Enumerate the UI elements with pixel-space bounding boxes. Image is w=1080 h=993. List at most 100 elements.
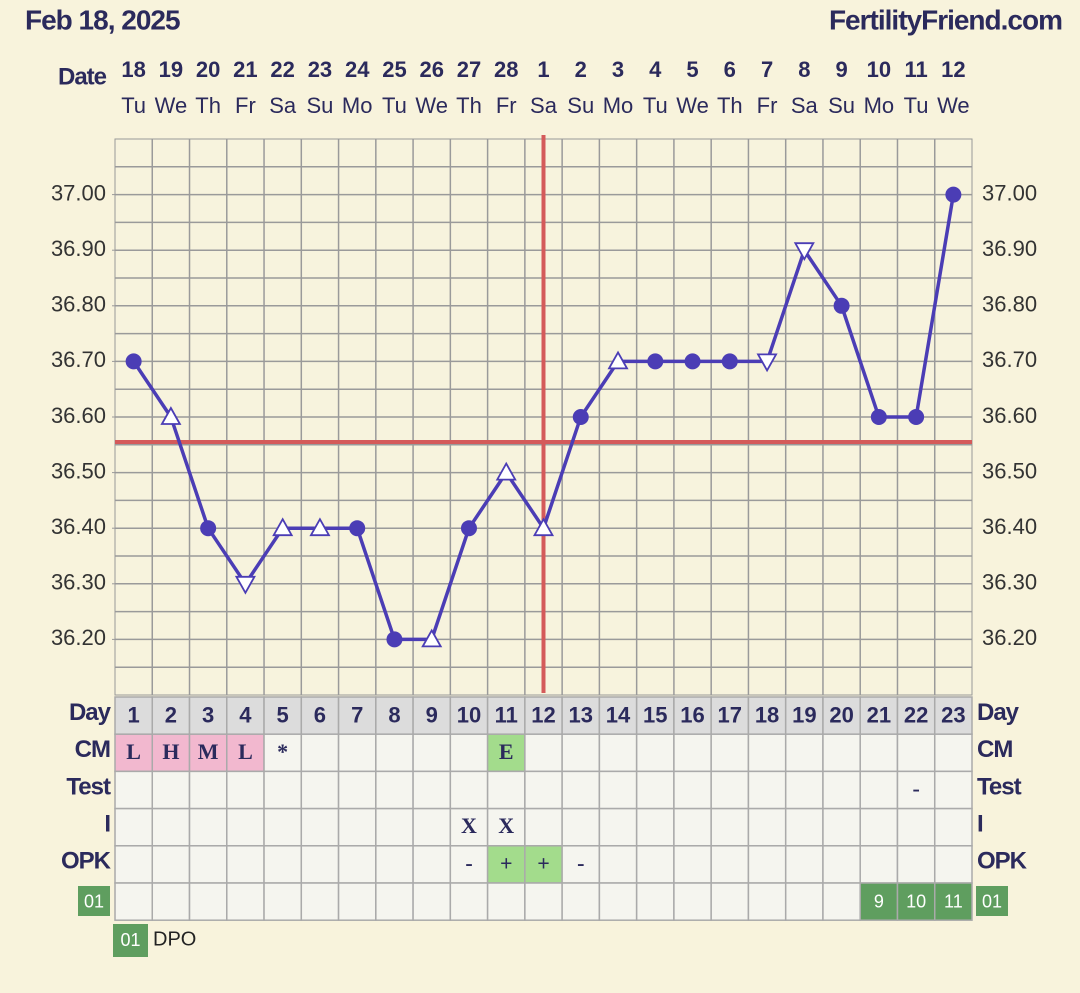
temperature-triangle (272, 517, 294, 537)
weekday-label: Sa (791, 93, 819, 118)
row-badge (78, 886, 110, 916)
table-cell (896, 807, 936, 847)
table-cell (933, 733, 973, 773)
legend-text: DPO (153, 928, 196, 950)
table-cell (710, 882, 750, 921)
weekday-label: Sa (269, 93, 297, 118)
cell-text: 10 (906, 891, 926, 911)
y-tick-label-right: 36.30 (982, 570, 1037, 595)
row-label: Test (66, 773, 111, 800)
cell-text: 16 (680, 702, 704, 727)
table-cell (561, 845, 601, 884)
table-cell (561, 733, 601, 773)
table-cell (859, 882, 899, 921)
date-label: 21 (233, 57, 257, 82)
table-cell (263, 770, 303, 810)
date-label: Date (58, 63, 107, 90)
y-tick-label-right: 36.40 (982, 514, 1037, 539)
table-cell (300, 807, 340, 847)
table-cell (263, 807, 303, 847)
table-cell (673, 807, 712, 847)
weekday-label: Th (195, 93, 221, 118)
date-label: 23 (308, 57, 332, 82)
table-cell (375, 882, 414, 921)
cell-text: 6 (314, 702, 326, 727)
date-label: 12 (941, 57, 965, 82)
table-cell (226, 807, 265, 847)
table-cell (300, 845, 340, 884)
temperature-dot (870, 409, 887, 425)
table-cell (747, 733, 787, 773)
cell-text: + (500, 850, 513, 875)
temperature-dot (721, 353, 738, 370)
cell-text: 7 (351, 702, 363, 727)
table-cell (747, 807, 787, 847)
table-cell (784, 733, 824, 773)
table-cell (524, 807, 563, 847)
table-cell (747, 882, 787, 921)
table-cell (337, 807, 377, 847)
cell-text: 9 (874, 891, 884, 911)
table-cell (598, 882, 638, 921)
date-label: 27 (457, 57, 481, 82)
table-cell (412, 733, 452, 773)
cell-text: - (465, 850, 472, 875)
temperature-dot (572, 409, 589, 425)
table-cell (784, 696, 824, 735)
weekday-label: Tu (121, 93, 146, 118)
table-cell (263, 845, 303, 884)
date-label: 2 (575, 57, 587, 82)
date-label: 11 (904, 57, 927, 82)
table-cell (412, 845, 452, 884)
cell-text: 1 (128, 702, 140, 727)
table-cell (114, 845, 154, 884)
cell-text: L (238, 739, 253, 764)
weekday-label: We (937, 93, 970, 118)
weekday-label: Th (717, 93, 743, 118)
date-label: 7 (761, 57, 773, 82)
table-cell (859, 807, 899, 847)
weekday-label: Su (567, 93, 594, 118)
table-cell (449, 882, 489, 921)
date-label: 20 (196, 57, 220, 82)
temperature-triangle (793, 242, 815, 262)
temperature-dot (833, 297, 850, 314)
table-cell (635, 807, 675, 847)
table-cell (188, 696, 228, 735)
table-cell (822, 696, 861, 735)
temperature-dot (647, 353, 664, 370)
cell-text: 8 (388, 702, 400, 727)
table-cell (337, 882, 377, 921)
date-label: 8 (798, 57, 810, 82)
table-cell (561, 770, 601, 810)
table-cell (896, 770, 936, 810)
cell-text: H (162, 739, 179, 764)
table-cell (337, 733, 377, 773)
table-cell (896, 845, 936, 884)
table-cell (673, 770, 712, 810)
table-cell (375, 770, 414, 810)
cell-text: 3 (202, 702, 214, 727)
cell-text: 11 (944, 891, 963, 911)
row-label-right: OPK (977, 848, 1028, 875)
y-tick-label: 36.60 (51, 403, 106, 428)
table-cell (598, 770, 638, 810)
temperature-triangle (309, 517, 331, 537)
y-tick-label: 36.90 (51, 236, 106, 261)
table-cell (933, 882, 973, 921)
temperature-triangle (532, 517, 555, 537)
table-cell (263, 882, 303, 921)
weekday-label: Sa (530, 93, 558, 118)
date-label: 10 (867, 57, 891, 82)
y-tick-label-right: 36.20 (982, 625, 1037, 650)
table-cell (822, 807, 861, 847)
cell-text: 20 (829, 702, 853, 727)
temperature-dot (684, 353, 701, 370)
y-tick-label-right: 36.50 (982, 458, 1037, 483)
table-cell (449, 733, 489, 773)
table-cell (486, 882, 526, 921)
table-cell (822, 770, 861, 810)
weekday-label: We (155, 93, 188, 118)
chart-date: Feb 18, 2025 (25, 4, 180, 35)
